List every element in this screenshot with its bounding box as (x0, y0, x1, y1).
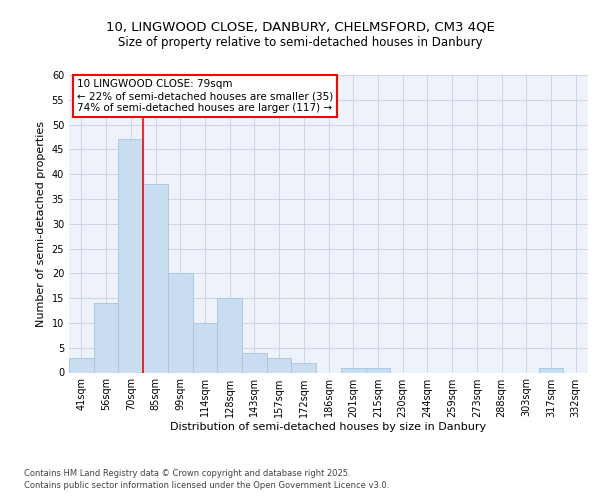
Bar (168, 274, 193, 372)
Text: Contains public sector information licensed under the Open Government Licence v3: Contains public sector information licen… (24, 482, 389, 490)
Text: Contains HM Land Registry data © Crown copyright and database right 2025.: Contains HM Land Registry data © Crown c… (24, 470, 350, 478)
Bar (365, 368, 390, 372)
Bar (94, 303, 118, 372)
Bar (143, 184, 168, 372)
Bar (292, 362, 316, 372)
Bar (69, 358, 94, 372)
Bar (242, 352, 267, 372)
Text: 10, LINGWOOD CLOSE, DANBURY, CHELMSFORD, CM3 4QE: 10, LINGWOOD CLOSE, DANBURY, CHELMSFORD,… (106, 21, 494, 34)
Bar (539, 368, 563, 372)
Text: 10 LINGWOOD CLOSE: 79sqm
← 22% of semi-detached houses are smaller (35)
74% of s: 10 LINGWOOD CLOSE: 79sqm ← 22% of semi-d… (77, 80, 333, 112)
Bar (193, 323, 217, 372)
Bar (341, 368, 365, 372)
X-axis label: Distribution of semi-detached houses by size in Danbury: Distribution of semi-detached houses by … (170, 422, 487, 432)
Bar (267, 358, 292, 372)
Y-axis label: Number of semi-detached properties: Number of semi-detached properties (36, 120, 46, 327)
Text: Size of property relative to semi-detached houses in Danbury: Size of property relative to semi-detach… (118, 36, 482, 49)
Bar (118, 140, 143, 372)
Bar (217, 298, 242, 372)
